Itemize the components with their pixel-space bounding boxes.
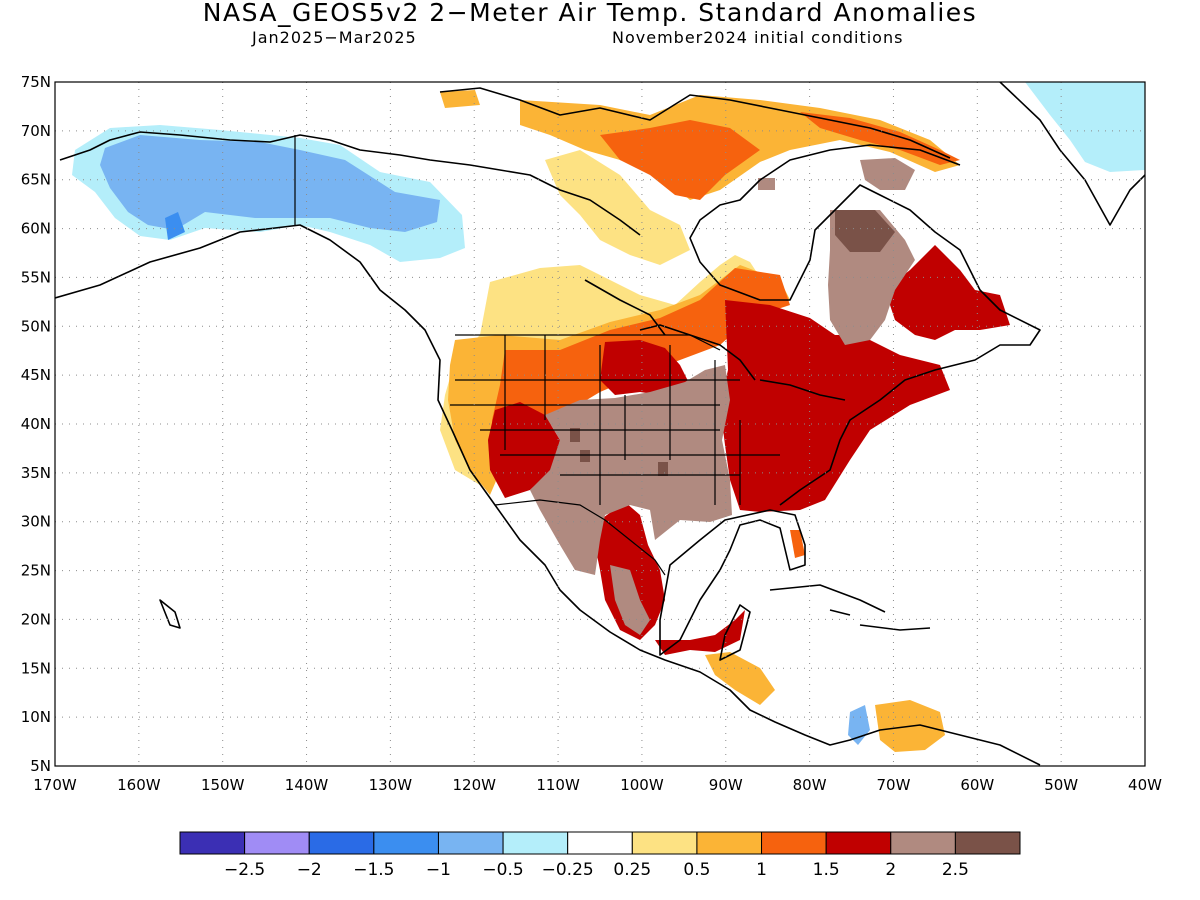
lon-tick-label: 170W: [33, 776, 77, 794]
map-title: NASA_GEOS5v2 2−Meter Air Temp. Standard …: [202, 0, 978, 27]
lat-tick-label: 50N: [21, 317, 51, 335]
warm-region-strong-west: [488, 402, 560, 498]
colorbar-label: 2.5: [942, 860, 969, 880]
lon-tick-label: 80W: [793, 776, 827, 794]
lon-tick-label: 60W: [960, 776, 994, 794]
florida-warm: [790, 530, 805, 558]
initial-conditions: November2024 initial conditions: [612, 28, 904, 47]
warm-region-strong-plains: [600, 340, 690, 400]
warm-region-arctic-light: [545, 150, 690, 265]
lon-tick-label: 130W: [369, 776, 413, 794]
lat-tick-label: 45N: [21, 366, 51, 384]
lat-tick-label: 70N: [21, 122, 51, 140]
colorbar-label: −1.5: [353, 860, 394, 880]
colorbar-swatch: [954, 831, 1021, 855]
lat-tick-label: 40N: [21, 415, 51, 433]
lon-tick-label: 70W: [877, 776, 911, 794]
lat-tick-label: 55N: [21, 268, 51, 286]
colorbar-swatch: [179, 831, 246, 855]
greenland-cool: [1025, 82, 1145, 172]
warm-region-arctic-deep: [600, 112, 960, 200]
lon-tick-label: 110W: [536, 776, 580, 794]
colorbar-swatch: [890, 831, 956, 855]
latitude-labels: 75N 70N 65N 60N 55N 50N 45N 40N 35N 30N 25N 20N 15N 1…: [21, 73, 51, 775]
colorbar-label: 1.5: [813, 860, 840, 880]
colorbar-swatch: [761, 831, 827, 855]
lat-tick-label: 30N: [21, 513, 51, 531]
lat-tick-label: 65N: [21, 171, 51, 189]
forecast-period: Jan2025−Mar2025: [252, 28, 417, 47]
colorbar-label: −0.25: [542, 860, 594, 880]
lon-tick-label: 120W: [452, 776, 496, 794]
very-warm-region-mexico: [610, 565, 650, 635]
extreme-warm-region-colorado: [570, 428, 668, 476]
cool-region-strong: [165, 212, 185, 240]
lat-tick-label: 75N: [21, 73, 51, 91]
colorbar-swatch: [567, 831, 633, 855]
lat-tick-label: 5N: [30, 757, 51, 775]
colorbar-swatch: [373, 831, 439, 855]
colorbar-swatch: [308, 831, 375, 855]
colorbar-label: 2: [885, 860, 896, 880]
colorbar-swatch: [437, 831, 504, 855]
warm-region-strong-labrador: [885, 245, 1010, 340]
colorbar: −2.5 −2 −1.5 −1 −0.5 −0.25 0.25 0.5 1 1.5 2 2.5: [179, 831, 1021, 880]
lon-tick-label: 40W: [1128, 776, 1162, 794]
lat-tick-label: 35N: [21, 464, 51, 482]
anomaly-field: [72, 82, 1145, 752]
cool-region-mid: [100, 135, 440, 232]
lat-tick-label: 10N: [21, 708, 51, 726]
colorbar-label: −2.5: [224, 860, 265, 880]
colorbar-swatch: [502, 831, 569, 855]
lon-tick-label: 100W: [620, 776, 664, 794]
colorbar-swatch: [244, 831, 310, 855]
central-america-warm: [705, 652, 775, 705]
lon-tick-label: 50W: [1044, 776, 1078, 794]
longitude-labels: 170W 160W 150W 140W 130W 120W 110W 100W 90W 80W 70…: [33, 776, 1162, 794]
colorbar-swatch: [825, 831, 892, 855]
colorbar-label: 0.25: [613, 860, 651, 880]
colorbar-label: 1: [756, 860, 767, 880]
colorbar-swatch: [696, 831, 763, 855]
colorbar-label: 0.5: [683, 860, 710, 880]
lat-tick-label: 25N: [21, 562, 51, 580]
very-warm-region-central: [530, 365, 732, 575]
extreme-warm-region-quebec: [835, 210, 895, 252]
lon-tick-label: 140W: [285, 776, 329, 794]
lon-tick-label: 90W: [709, 776, 743, 794]
lat-tick-label: 60N: [21, 220, 51, 238]
colorbar-label: −1: [426, 860, 451, 880]
lon-tick-label: 160W: [117, 776, 161, 794]
lon-tick-label: 150W: [201, 776, 245, 794]
colorbar-label: −2: [297, 860, 322, 880]
political-borders: [294, 135, 780, 576]
colorbar-label: −0.5: [482, 860, 523, 880]
warm-region-strong-east: [720, 300, 950, 512]
very-warm-region-arctic: [758, 158, 915, 190]
colorbar-swatch: [631, 831, 698, 855]
lat-tick-label: 15N: [21, 659, 51, 677]
lat-tick-label: 20N: [21, 610, 51, 628]
map-frame: [54, 81, 1146, 767]
